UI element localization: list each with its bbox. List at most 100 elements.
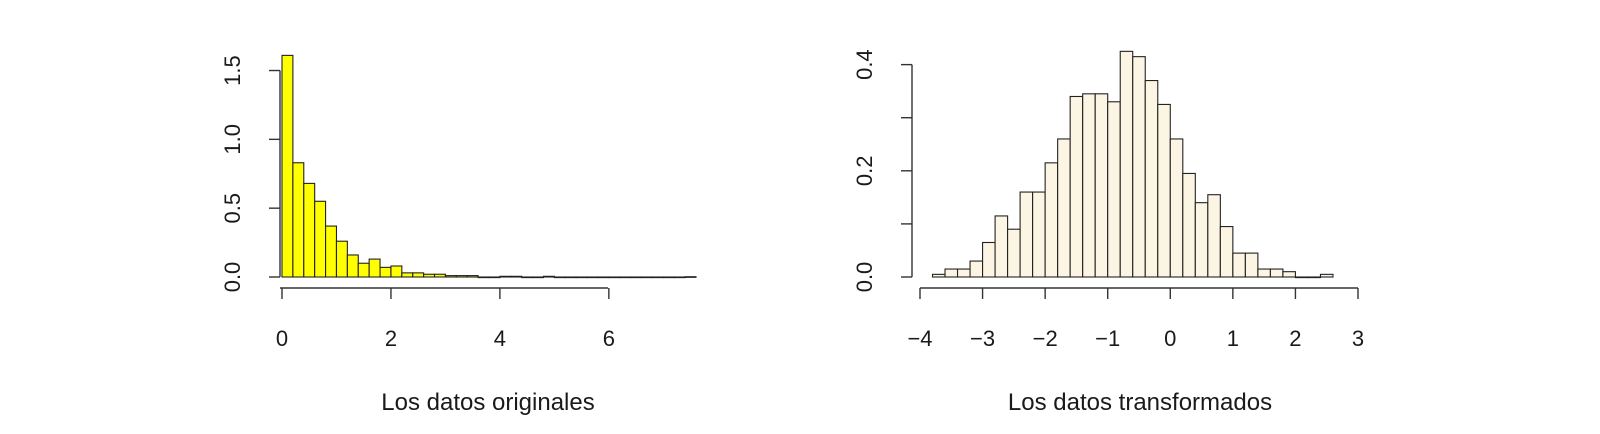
histogram-bar	[335, 240, 348, 278]
histogram-bar	[357, 262, 370, 278]
x-tick-label: −4	[907, 326, 932, 351]
histogram-bar	[1082, 93, 1096, 278]
histogram-bar	[1307, 276, 1321, 279]
x-tick-label: 3	[1352, 326, 1364, 351]
x-tick-label: −2	[1033, 326, 1058, 351]
histogram-bar	[956, 268, 971, 278]
x-axis-title-transformed: Los datos transformados	[1008, 389, 1272, 416]
histogram-bar	[455, 275, 468, 278]
histogram-bar	[575, 276, 588, 279]
histogram-bar	[423, 273, 436, 278]
y-tick-label: 0.2	[852, 156, 877, 187]
histogram-bar	[1257, 268, 1271, 278]
histogram-bar	[325, 225, 338, 278]
histogram-bar	[542, 275, 555, 278]
histogram-bar	[281, 54, 294, 278]
x-ticks-original: 0 2 4 6	[276, 288, 615, 351]
x-tick-label: 4	[494, 326, 506, 351]
histogram-bar	[1182, 172, 1196, 278]
histogram-bar	[521, 276, 534, 279]
y-tick-label: 0.4	[852, 49, 877, 80]
histogram-bar	[1144, 80, 1159, 278]
y-tick-label: 0.0	[852, 262, 877, 293]
histogram-bar	[640, 276, 653, 279]
y-tick-label: 1.0	[220, 124, 245, 155]
histogram-transformed-panel: 0.0 0.2 0.4 −4 −3 −2 −1 0 1 2 3 Los datos transfo…	[852, 49, 1364, 416]
histogram-bar	[1007, 228, 1021, 278]
histogram-bar	[303, 182, 316, 278]
histogram-bar	[586, 276, 599, 279]
histogram-bar	[1232, 252, 1246, 278]
histogram-bar	[982, 241, 996, 278]
histogram-bar	[412, 272, 425, 278]
x-ticks-transformed: −4 −3 −2 −1 0 1 2 3	[907, 288, 1364, 351]
histogram-bar	[1269, 268, 1284, 278]
histogram-bar	[944, 268, 959, 278]
x-tick-label: −1	[1095, 326, 1120, 351]
histogram-bar	[1157, 103, 1171, 278]
histogram-bar	[1044, 162, 1059, 278]
histogram-bar	[477, 276, 490, 279]
histogram-bar	[630, 276, 643, 279]
histogram-bar	[1094, 93, 1109, 278]
histogram-bar	[292, 162, 305, 278]
y-tick-label: 0.0	[220, 262, 245, 293]
histogram-bar	[1057, 138, 1071, 278]
x-tick-label: 2	[385, 326, 397, 351]
histogram-bar	[1294, 276, 1309, 279]
histogram-bar	[433, 273, 446, 278]
x-tick-label: 6	[603, 326, 615, 351]
histogram-bar	[314, 200, 327, 278]
histogram-bar	[662, 276, 675, 279]
histogram-bar	[553, 276, 566, 279]
histogram-bar	[499, 275, 512, 278]
bars-original	[281, 54, 697, 279]
histogram-bar	[444, 275, 457, 278]
histogram-bar	[1032, 191, 1046, 278]
histogram-bar	[1132, 56, 1146, 278]
histogram-bar	[346, 254, 359, 278]
histogram-bar	[684, 276, 697, 278]
y-ticks-original: 0.0 0.5 1.0 1.5	[220, 55, 280, 292]
histogram-bar	[1069, 95, 1084, 278]
histogram-bar	[1219, 226, 1234, 278]
histogram-bar	[994, 215, 1009, 278]
histogram-bar	[1019, 191, 1034, 278]
histogram-bar	[1244, 252, 1259, 278]
histogram-bar	[368, 258, 381, 278]
x-tick-label: 0	[1164, 326, 1176, 351]
x-tick-label: 1	[1227, 326, 1239, 351]
histogram-bar	[1194, 202, 1209, 278]
histogram-bar	[651, 276, 664, 279]
histogram-bar	[931, 273, 946, 278]
histogram-bar	[401, 272, 414, 278]
y-tick-label: 1.5	[220, 55, 245, 86]
x-tick-label: 0	[276, 326, 288, 351]
histogram-bar	[619, 276, 632, 279]
y-ticks-transformed: 0.0 0.2 0.4	[852, 49, 912, 292]
histogram-bar	[1207, 194, 1221, 278]
histogram-bar	[510, 275, 523, 278]
histogram-bar	[969, 260, 984, 278]
histogram-bar	[488, 276, 501, 279]
bars-transformed	[931, 50, 1334, 279]
histogram-bar	[1119, 50, 1134, 278]
histogram-original-panel: 0.0 0.5 1.0 1.5 0 2 4 6 Los datos originales	[220, 54, 697, 416]
histogram-bar	[379, 266, 392, 278]
histogram-bar	[564, 276, 577, 279]
histogram-bar	[608, 276, 621, 279]
histogram-bar	[1107, 101, 1121, 278]
histogram-bar	[390, 265, 403, 278]
y-tick-label: 0.5	[220, 193, 245, 224]
histogram-bar	[1282, 271, 1296, 278]
x-tick-label: −3	[970, 326, 995, 351]
histogram-bar	[1319, 273, 1334, 278]
x-tick-label: 2	[1289, 326, 1301, 351]
histogram-bar	[532, 276, 545, 279]
histogram-bar	[673, 276, 686, 279]
histogram-bar	[597, 276, 610, 279]
histogram-bar	[1169, 138, 1184, 278]
histogram-bar	[466, 275, 479, 278]
x-axis-title-original: Los datos originales	[381, 389, 594, 416]
